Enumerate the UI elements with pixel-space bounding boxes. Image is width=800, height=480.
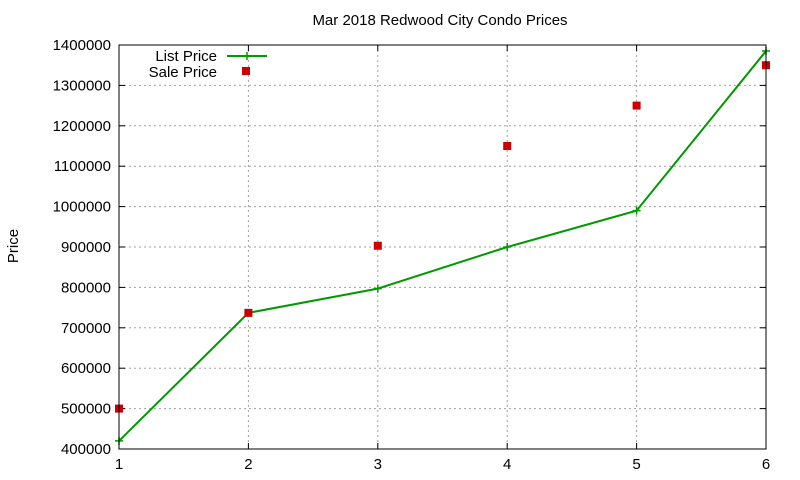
y-tick-label: 1300000: [53, 77, 111, 94]
plot-border: [118, 44, 767, 450]
legend-label-sale-price: Sale Price: [149, 64, 217, 81]
y-tick-label: 500000: [61, 401, 111, 418]
sale-price-point: [503, 142, 512, 150]
list-price-point: [373, 284, 382, 293]
x-tick-label: 3: [374, 456, 382, 473]
x-tick-label: 6: [762, 456, 770, 473]
sale-price-point: [373, 241, 382, 250]
sale-price-point: [632, 101, 641, 110]
legend-marker-sale-price: [242, 67, 250, 75]
y-tick-label: 700000: [61, 320, 111, 337]
grid-lines: [119, 45, 766, 449]
list-price-point: [632, 206, 641, 215]
legend: List Price Sale Price: [149, 48, 267, 81]
y-tick-label: 1400000: [53, 37, 111, 54]
chart-title: Mar 2018 Redwood City Condo Prices: [312, 12, 567, 29]
list-price-line: [118, 50, 767, 442]
y-tick-label: 800000: [61, 279, 111, 296]
x-tick-label: 4: [503, 456, 511, 473]
y-axis: 400000 500000 600000 700000 800000 900000 1000…: [53, 37, 766, 458]
x-tick-label: 1: [115, 456, 123, 473]
legend-label-list-price: List Price: [155, 48, 217, 65]
y-tick-label: 600000: [61, 360, 111, 377]
x-tick-label: 2: [244, 456, 252, 473]
y-tick-label: 400000: [61, 441, 111, 458]
y-tick-label: 900000: [61, 239, 111, 256]
series-sale-price: [115, 61, 770, 413]
list-price-point: [503, 243, 512, 251]
y-tick-label: 1000000: [53, 199, 111, 216]
legend-marker-list-price: [243, 52, 251, 60]
x-axis: 1 2 3 4 5 6: [115, 45, 770, 473]
sale-price-point: [244, 308, 253, 317]
y-tick-label: 1200000: [53, 118, 111, 135]
x-tick-label: 5: [632, 456, 640, 473]
series-list-price: [115, 47, 770, 445]
y-tick-label: 1100000: [54, 158, 111, 175]
y-axis-label: Price: [5, 229, 22, 263]
